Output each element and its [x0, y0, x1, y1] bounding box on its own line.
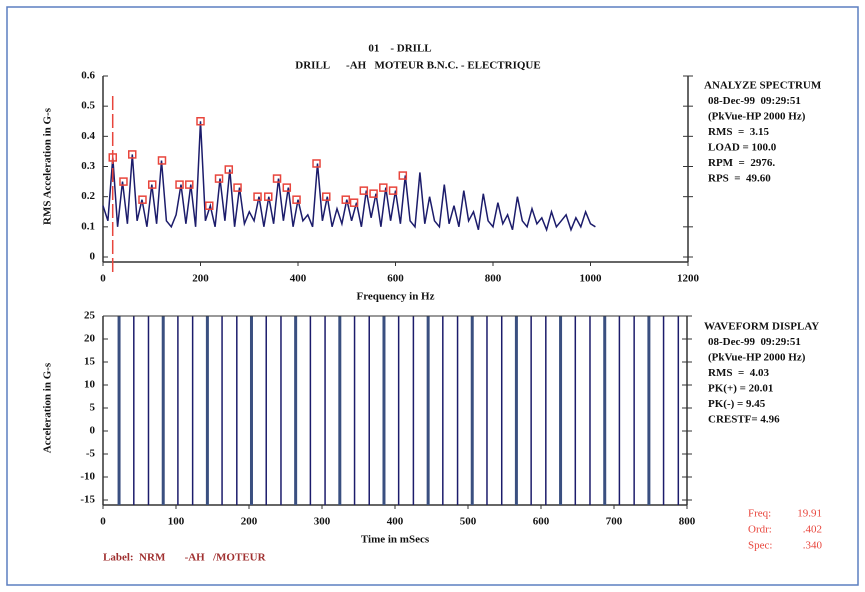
- spectrum-line: [102, 121, 596, 233]
- y-tick-label: 5: [90, 402, 96, 414]
- peak-marker: [157, 156, 167, 165]
- peak-marker: [398, 171, 408, 180]
- info-line: (PkVue-HP 2000 Hz): [708, 352, 806, 364]
- x-tick-label: 1200: [677, 273, 700, 285]
- y-axis-label: RMS Acceleration in G-s: [42, 107, 54, 225]
- title: 01 - DRILL: [368, 43, 431, 55]
- cursor-value: .340: [803, 540, 823, 552]
- y-tick-label: 0: [90, 251, 96, 263]
- x-tick-label: 600: [533, 516, 550, 528]
- x-tick-label: 600: [387, 273, 404, 285]
- footer-label: Label: NRM -AH /MOTEUR: [103, 552, 267, 564]
- cursor-label: Ordr:: [748, 524, 772, 536]
- peak-marker: [214, 174, 224, 183]
- info-line: RPM = 2976.: [708, 157, 775, 169]
- peak-marker: [322, 192, 331, 201]
- info-line: LOAD = 100.0: [708, 142, 777, 154]
- y-tick-label: 15: [84, 356, 96, 368]
- info-line: RMS = 4.03: [708, 367, 769, 379]
- y-axis-label: Acceleration in G-s: [42, 362, 54, 453]
- peak-marker: [312, 159, 321, 168]
- y-tick-label: -10: [80, 471, 95, 483]
- peak-marker: [341, 195, 351, 204]
- peak-marker: [128, 150, 137, 159]
- y-tick-label: 0.2: [81, 190, 95, 202]
- y-tick-label: 25: [84, 310, 96, 322]
- info-line: WAVEFORM DISPLAY: [704, 321, 819, 333]
- info-line: ANALYZE SPECTRUM: [704, 80, 822, 92]
- peak-marker: [379, 183, 388, 192]
- cursor-value: .402: [803, 524, 822, 536]
- peak-marker: [175, 180, 184, 189]
- peak-marker: [233, 183, 242, 192]
- peak-marker: [292, 195, 301, 204]
- peak-marker: [264, 192, 273, 201]
- info-line: 08-Dec-99 09:29:51: [708, 95, 801, 107]
- cursor-label: Freq:: [748, 508, 771, 520]
- y-tick-label: 0.6: [81, 70, 95, 82]
- peak-marker: [272, 174, 282, 183]
- x-axis-label: Time in mSecs: [361, 534, 430, 546]
- y-tick-label: 0.4: [81, 130, 95, 142]
- info-line: RPS = 49.60: [708, 173, 771, 185]
- info-line: PK(-) = 9.45: [708, 398, 766, 410]
- y-tick-label: 20: [84, 333, 96, 345]
- peak-marker: [253, 192, 262, 201]
- peak-marker: [185, 180, 194, 189]
- peak-marker: [282, 183, 292, 192]
- x-axis-label: Frequency in Hz: [356, 291, 434, 303]
- info-line: 08-Dec-99 09:29:51: [708, 336, 801, 348]
- y-tick-label: 0.5: [81, 100, 95, 112]
- x-tick-label: 500: [460, 516, 477, 528]
- peak-marker: [147, 180, 157, 189]
- x-tick-label: 0: [100, 516, 106, 528]
- x-tick-label: 300: [314, 516, 331, 528]
- info-line: PK(+) = 20.01: [708, 383, 773, 395]
- info-line: (PkVue-HP 2000 Hz): [708, 111, 806, 123]
- y-tick-label: -15: [80, 494, 95, 506]
- peak-marker: [138, 195, 147, 204]
- x-tick-label: 700: [606, 516, 623, 528]
- x-tick-label: 400: [290, 273, 307, 285]
- cursor-label: Spec:: [748, 540, 772, 552]
- x-tick-label: 200: [241, 516, 258, 528]
- x-tick-label: 0: [100, 273, 106, 285]
- x-tick-label: 100: [168, 516, 185, 528]
- x-tick-label: 400: [387, 516, 404, 528]
- y-tick-label: 10: [84, 379, 96, 391]
- y-tick-label: 0: [90, 425, 96, 437]
- peak-marker: [359, 186, 369, 195]
- peak-marker: [349, 198, 359, 207]
- y-tick-label: 0.3: [81, 160, 95, 172]
- subtitle: DRILL -AH MOTEUR B.N.C. - ELECTRIQUE: [295, 60, 540, 72]
- x-tick-label: 800: [485, 273, 502, 285]
- peak-marker: [205, 201, 214, 210]
- y-tick-label: 0.1: [81, 220, 95, 232]
- x-tick-label: 200: [192, 273, 209, 285]
- info-line: CRESTF= 4.96: [708, 414, 780, 426]
- peak-marker: [224, 165, 234, 174]
- peak-marker: [119, 177, 128, 186]
- y-tick-label: -5: [86, 448, 96, 460]
- peak-marker: [196, 117, 205, 126]
- x-tick-label: 800: [679, 516, 696, 528]
- cursor-value: 19.91: [797, 508, 822, 520]
- peak-marker: [369, 189, 378, 198]
- peak-marker: [388, 186, 398, 195]
- x-tick-label: 1000: [580, 273, 603, 285]
- info-line: RMS = 3.15: [708, 126, 769, 138]
